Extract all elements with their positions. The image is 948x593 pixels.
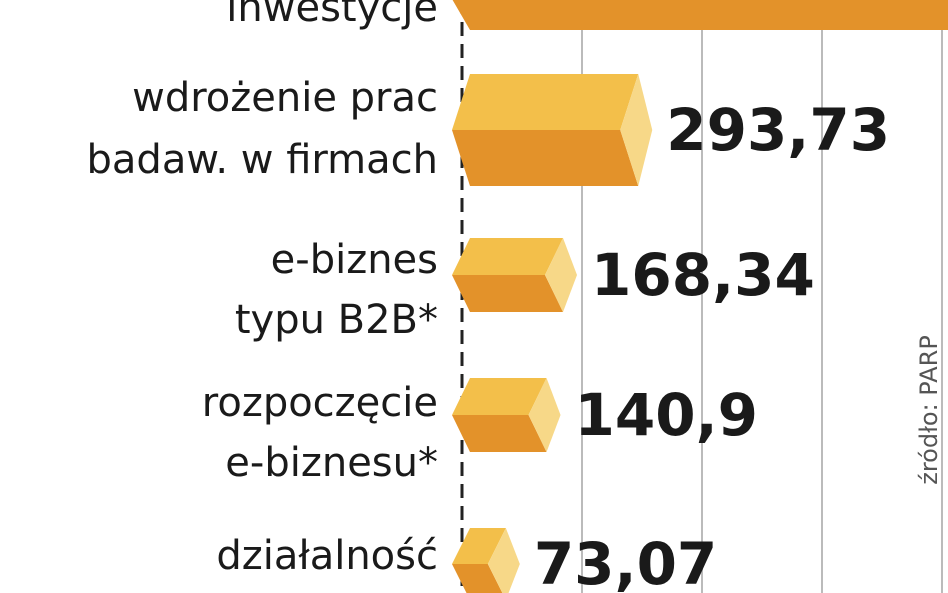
bar [452,0,948,30]
bar-face [452,0,948,30]
bar [452,528,520,593]
bar [452,74,653,186]
bar-face [452,130,639,186]
value-label: 140,9 [575,381,758,449]
bar-face [487,528,520,593]
bar-face [528,378,561,452]
source: źródło: PARP [915,335,943,485]
value-label: 168,34 [591,241,815,309]
bar-face [452,378,547,415]
category-label: typu B2B* [235,297,438,343]
category-label: e-biznesu* [225,440,438,486]
bar-face [452,238,564,275]
value-label: 73,07 [534,530,717,593]
bar-face [452,528,506,564]
bar-face [545,238,578,312]
category-label: wdrożenie prac [132,75,438,121]
category-label: badaw. w firmach [87,137,438,183]
category-label: inwestycje [226,0,438,31]
category-label: działalność [216,533,438,579]
value-label: 293,73 [666,96,890,164]
bar [452,378,561,452]
category-label: e-biznes [271,237,438,283]
bar-face [452,275,564,312]
bar [452,238,578,312]
category-label: rozpoczęcie [202,380,438,426]
bar-face [452,74,639,130]
bar-face [620,74,653,186]
bar-face [452,564,503,593]
bar-face [452,415,547,452]
